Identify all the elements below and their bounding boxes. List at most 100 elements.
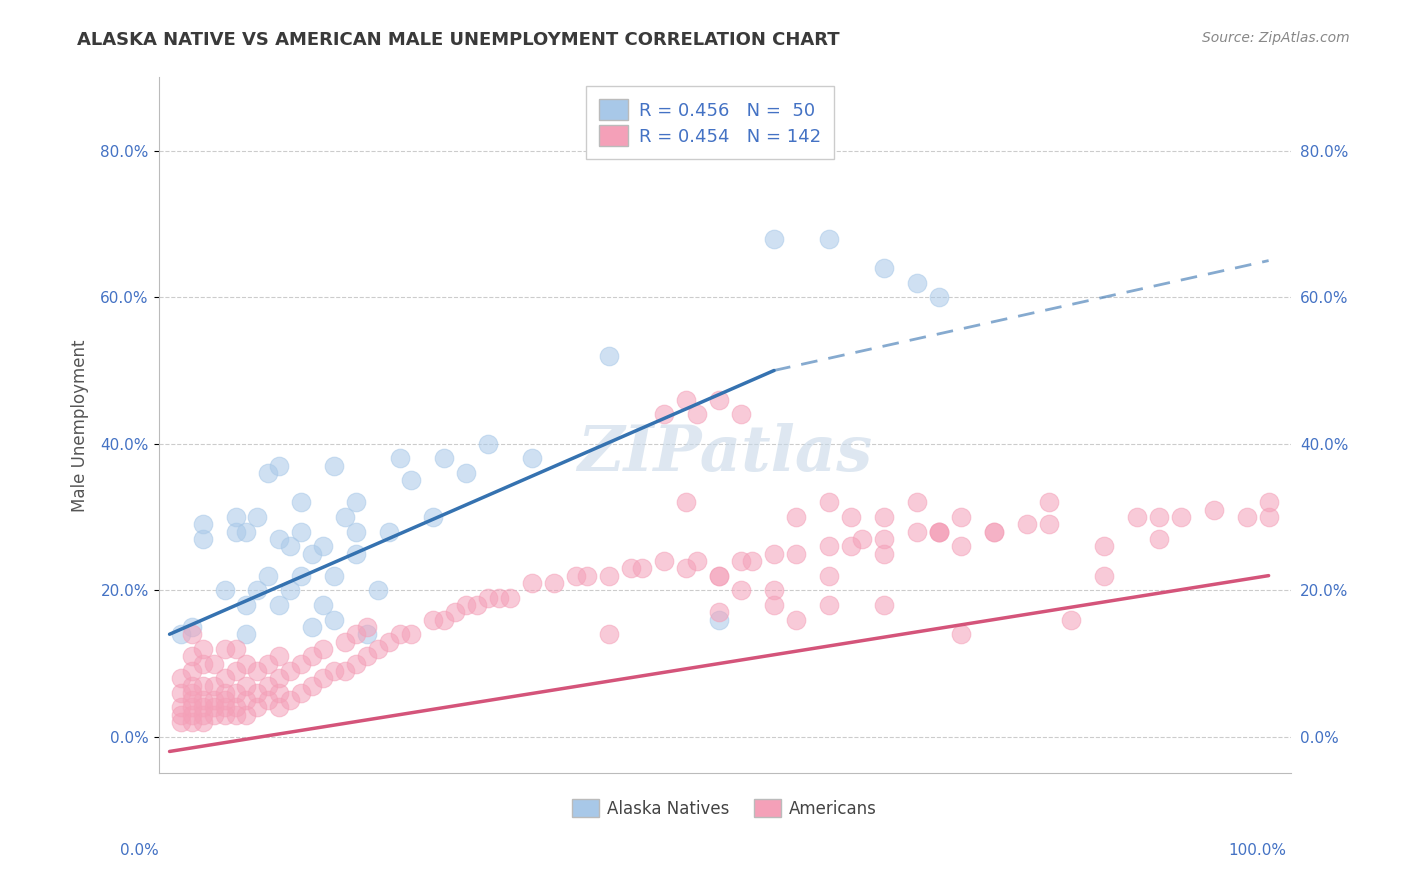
Point — [928, 524, 950, 539]
Point — [818, 232, 841, 246]
Point — [235, 524, 257, 539]
Point — [301, 547, 323, 561]
Point — [488, 591, 510, 605]
Point — [652, 554, 675, 568]
Point — [180, 649, 202, 664]
Point — [576, 568, 599, 582]
Text: ZIPatlas: ZIPatlas — [576, 423, 872, 484]
Point — [763, 583, 786, 598]
Point — [191, 693, 214, 707]
Point — [873, 260, 896, 275]
Point — [280, 583, 302, 598]
Point — [1125, 510, 1147, 524]
Point — [522, 576, 544, 591]
Point — [280, 664, 302, 678]
Point — [180, 700, 202, 714]
Point — [730, 408, 752, 422]
Point — [433, 613, 456, 627]
Point — [180, 664, 202, 678]
Point — [401, 627, 423, 641]
Point — [422, 613, 444, 627]
Point — [290, 657, 312, 671]
Point — [367, 641, 389, 656]
Point — [301, 620, 323, 634]
Point — [1015, 517, 1038, 532]
Y-axis label: Male Unemployment: Male Unemployment — [72, 339, 89, 512]
Point — [301, 679, 323, 693]
Point — [335, 664, 357, 678]
Point — [191, 641, 214, 656]
Point — [280, 693, 302, 707]
Point — [1202, 502, 1225, 516]
Point — [269, 458, 291, 473]
Point — [169, 686, 191, 700]
Point — [1170, 510, 1192, 524]
Point — [312, 598, 335, 612]
Point — [873, 598, 896, 612]
Point — [335, 510, 357, 524]
Point — [851, 532, 873, 546]
Point — [269, 700, 291, 714]
Point — [707, 613, 730, 627]
Point — [235, 627, 257, 641]
Point — [180, 679, 202, 693]
Point — [344, 495, 367, 509]
Point — [323, 664, 346, 678]
Point — [312, 671, 335, 685]
Point — [356, 627, 378, 641]
Point — [686, 554, 709, 568]
Point — [598, 627, 620, 641]
Text: ALASKA NATIVE VS AMERICAN MALE UNEMPLOYMENT CORRELATION CHART: ALASKA NATIVE VS AMERICAN MALE UNEMPLOYM… — [77, 31, 839, 49]
Point — [225, 686, 247, 700]
Point — [225, 707, 247, 722]
Point — [246, 686, 269, 700]
Point — [730, 583, 752, 598]
Point — [191, 679, 214, 693]
Point — [344, 627, 367, 641]
Point — [983, 524, 1005, 539]
Point — [456, 466, 478, 480]
Point — [763, 547, 786, 561]
Point — [301, 649, 323, 664]
Point — [290, 568, 312, 582]
Point — [280, 539, 302, 553]
Point — [169, 671, 191, 685]
Point — [707, 568, 730, 582]
Point — [818, 495, 841, 509]
Point — [269, 649, 291, 664]
Point — [477, 591, 499, 605]
Point — [191, 532, 214, 546]
Point — [543, 576, 565, 591]
Point — [631, 561, 654, 575]
Point — [225, 641, 247, 656]
Point — [1092, 539, 1115, 553]
Point — [225, 510, 247, 524]
Point — [235, 679, 257, 693]
Point — [818, 598, 841, 612]
Point — [675, 495, 697, 509]
Point — [378, 634, 401, 648]
Point — [257, 568, 280, 582]
Point — [873, 547, 896, 561]
Point — [477, 436, 499, 450]
Point — [169, 715, 191, 730]
Point — [620, 561, 643, 575]
Point — [344, 547, 367, 561]
Point — [675, 561, 697, 575]
Point — [235, 598, 257, 612]
Point — [356, 620, 378, 634]
Legend: Alaska Natives, Americans: Alaska Natives, Americans — [565, 793, 884, 824]
Point — [246, 664, 269, 678]
Point — [202, 657, 225, 671]
Point — [214, 671, 236, 685]
Point — [323, 458, 346, 473]
Point — [839, 510, 862, 524]
Point — [1147, 510, 1170, 524]
Point — [191, 715, 214, 730]
Point — [214, 686, 236, 700]
Point — [257, 466, 280, 480]
Point — [928, 524, 950, 539]
Point — [191, 700, 214, 714]
Point — [235, 693, 257, 707]
Point — [180, 627, 202, 641]
